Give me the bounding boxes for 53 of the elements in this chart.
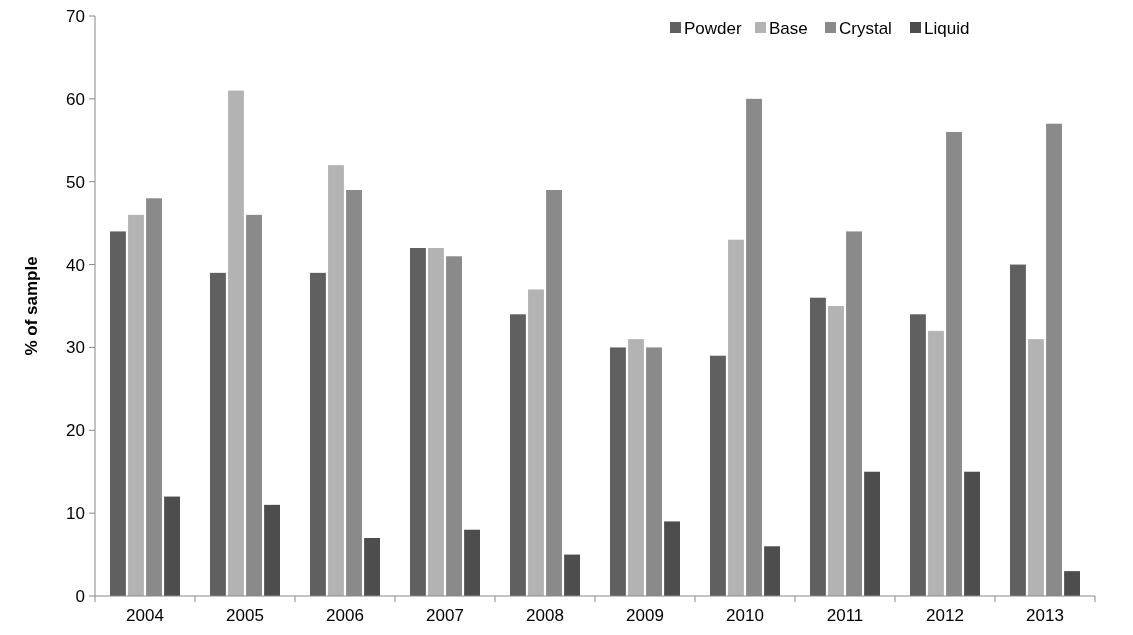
bar — [428, 248, 444, 596]
bar — [928, 330, 944, 596]
bar — [764, 546, 780, 596]
x-tick-label: 2013 — [1026, 606, 1064, 625]
legend-label: Liquid — [924, 18, 970, 38]
legend-label: Powder — [684, 18, 742, 38]
x-tick-label: 2011 — [826, 606, 864, 625]
bar — [264, 504, 280, 596]
y-tick-label: 40 — [66, 255, 85, 275]
bar — [310, 272, 326, 596]
x-tick-label: 2008 — [526, 606, 564, 625]
bar — [1028, 339, 1044, 596]
x-tick-label: 2007 — [426, 606, 464, 625]
bar — [510, 314, 526, 596]
bar — [464, 529, 480, 596]
bar — [828, 306, 844, 596]
x-tick-label: 2009 — [626, 606, 664, 625]
y-tick-label: 30 — [66, 338, 85, 358]
bar — [164, 496, 180, 596]
bar — [664, 521, 680, 596]
bar — [710, 355, 726, 596]
legend-label: Crystal — [839, 18, 892, 38]
bar — [1064, 571, 1080, 596]
y-tick-label: 50 — [66, 172, 85, 192]
bar — [328, 165, 344, 596]
bar — [910, 314, 926, 596]
x-tick-label: 2004 — [126, 606, 164, 625]
y-tick-label: 20 — [66, 421, 85, 441]
x-tick-label: 2012 — [926, 606, 964, 625]
bar — [728, 239, 744, 596]
bar — [210, 272, 226, 596]
bar — [128, 214, 144, 596]
bar — [110, 231, 126, 596]
bar — [810, 297, 826, 596]
y-tick-label: 0 — [75, 586, 85, 606]
y-axis-title: % of sample — [22, 256, 41, 356]
bar — [364, 538, 380, 596]
x-tick-label: 2010 — [726, 606, 764, 625]
x-tick-label: 2006 — [326, 606, 364, 625]
y-tick-label: 70 — [66, 6, 85, 26]
bar — [228, 90, 244, 596]
bar — [964, 471, 980, 596]
bar — [610, 347, 626, 596]
y-tick-label: 60 — [66, 89, 85, 109]
bar — [410, 248, 426, 596]
x-tick-label: 2005 — [226, 606, 264, 625]
bar — [528, 289, 544, 596]
bar — [564, 554, 580, 596]
bar — [628, 339, 644, 596]
bar — [1010, 264, 1026, 596]
y-tick-label: 10 — [66, 504, 85, 524]
legend-label: Base — [769, 18, 808, 38]
bar — [864, 471, 880, 596]
